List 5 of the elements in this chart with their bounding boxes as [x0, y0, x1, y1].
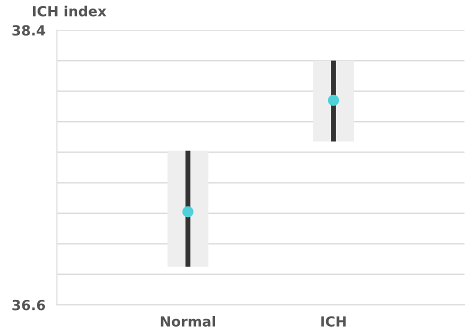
- y-axis-title: ICH index: [32, 6, 106, 16]
- x-tick-label: ICH: [321, 316, 346, 327]
- y-tick-label: 38.4: [12, 25, 46, 36]
- y-tick-label: 36.6: [12, 300, 46, 310]
- x-tick-label: Normal: [160, 316, 216, 327]
